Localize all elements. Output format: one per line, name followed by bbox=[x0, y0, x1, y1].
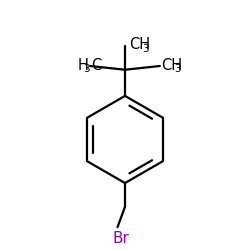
Text: H: H bbox=[78, 58, 89, 72]
Text: CH: CH bbox=[130, 37, 150, 52]
Text: Br: Br bbox=[112, 231, 129, 246]
Text: 3: 3 bbox=[83, 64, 90, 74]
Text: C: C bbox=[91, 58, 101, 72]
Text: 3: 3 bbox=[142, 44, 149, 54]
Text: 3: 3 bbox=[174, 64, 181, 74]
Text: CH: CH bbox=[161, 58, 182, 72]
